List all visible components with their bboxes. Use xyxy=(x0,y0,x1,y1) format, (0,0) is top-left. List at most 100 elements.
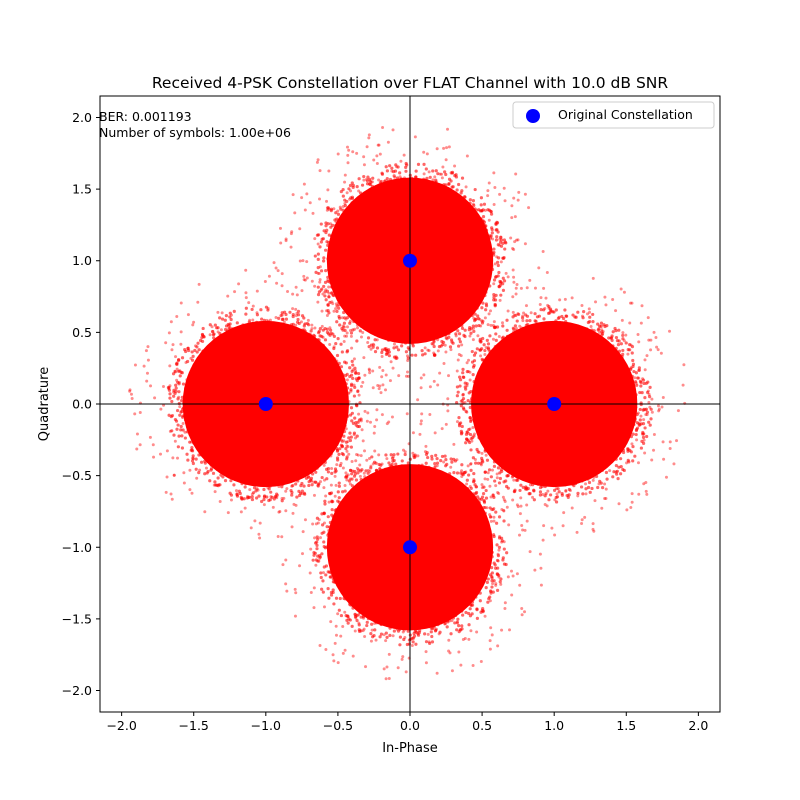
scatter-point xyxy=(190,350,194,354)
scatter-point xyxy=(165,449,169,453)
scatter-point xyxy=(212,332,216,336)
scatter-point xyxy=(348,431,352,435)
scatter-point xyxy=(634,432,638,437)
scatter-point xyxy=(492,515,496,519)
scatter-point xyxy=(587,307,591,311)
scatter-point xyxy=(495,235,499,239)
scatter-point xyxy=(402,153,406,157)
scatter-point xyxy=(274,494,278,498)
scatter-point xyxy=(558,298,562,302)
scatter-point xyxy=(471,324,475,328)
scatter-point xyxy=(494,238,499,242)
scatter-point xyxy=(322,530,326,534)
scatter-point xyxy=(329,590,333,595)
scatter-point xyxy=(341,624,345,628)
scatter-point xyxy=(447,177,452,181)
scatter-point xyxy=(223,478,228,483)
scatter-point xyxy=(384,388,388,392)
scatter-point xyxy=(604,487,608,491)
scatter-point xyxy=(284,489,288,493)
scatter-point xyxy=(176,445,180,449)
scatter-point xyxy=(319,240,323,244)
scatter-point xyxy=(186,346,190,351)
scatter-point xyxy=(426,348,430,352)
scatter-point xyxy=(476,314,480,318)
scatter-point xyxy=(315,543,319,547)
scatter-point xyxy=(350,459,354,463)
scatter-point xyxy=(355,151,359,155)
x-axis-ticks: −2.0 −1.5 −1.0 −0.5 0.0 0.5 1.0 1.5 2.0 xyxy=(106,712,708,733)
scatter-point xyxy=(512,327,516,331)
scatter-point xyxy=(482,343,486,347)
scatter-point xyxy=(637,366,641,370)
scatter-point xyxy=(469,389,473,394)
scatter-point xyxy=(257,494,261,498)
scatter-point xyxy=(479,354,483,358)
scatter-point xyxy=(455,385,460,389)
scatter-point xyxy=(348,438,353,443)
scatter-point xyxy=(508,628,512,632)
scatter-point xyxy=(328,328,333,332)
scatter-point xyxy=(398,643,402,647)
scatter-point xyxy=(643,358,647,362)
scatter-point xyxy=(380,350,384,355)
scatter-point xyxy=(385,422,389,426)
scatter-point xyxy=(460,624,464,628)
scatter-point xyxy=(365,620,369,624)
scatter-point xyxy=(499,582,503,586)
scatter-point xyxy=(451,185,455,189)
scatter-point xyxy=(224,313,228,318)
scatter-point xyxy=(467,473,471,477)
scatter-point xyxy=(486,347,491,351)
scatter-point xyxy=(484,302,488,306)
scatter-point xyxy=(659,351,663,355)
scatter-point xyxy=(583,515,587,519)
scatter-point xyxy=(554,500,559,504)
scatter-point xyxy=(494,293,498,298)
scatter-point xyxy=(449,348,453,352)
scatter-point xyxy=(436,383,440,387)
scatter-point xyxy=(336,612,340,616)
scatter-point xyxy=(539,296,543,300)
scatter-point xyxy=(650,397,654,401)
scatter-point xyxy=(390,415,394,419)
scatter-point xyxy=(502,186,506,190)
scatter-point xyxy=(133,363,137,367)
scatter-point xyxy=(267,487,271,491)
scatter-point xyxy=(597,327,601,331)
scatter-point xyxy=(180,356,185,360)
scatter-point xyxy=(327,295,331,299)
x-tick-label: −2.0 xyxy=(106,718,136,733)
scatter-point xyxy=(506,486,510,490)
scatter-point xyxy=(300,289,304,293)
scatter-point xyxy=(316,300,320,304)
scatter-point xyxy=(188,440,192,444)
scatter-point xyxy=(188,488,192,492)
scatter-point xyxy=(453,164,457,168)
scatter-point xyxy=(366,341,370,345)
scatter-point xyxy=(324,230,328,235)
scatter-point xyxy=(195,476,199,480)
scatter-point xyxy=(591,522,595,526)
scatter-point xyxy=(511,498,515,502)
scatter-point xyxy=(281,317,285,321)
scatter-point xyxy=(369,631,373,636)
scatter-point xyxy=(293,587,297,591)
scatter-point xyxy=(555,492,559,496)
scatter-point xyxy=(213,323,217,327)
scatter-point xyxy=(497,573,501,577)
scatter-point xyxy=(321,259,326,263)
scatter-point xyxy=(238,491,242,496)
scatter-point xyxy=(505,551,509,555)
scatter-point xyxy=(343,489,347,493)
scatter-point xyxy=(614,309,618,313)
scatter-point xyxy=(244,291,248,295)
scatter-point xyxy=(244,312,248,316)
scatter-point xyxy=(357,628,361,632)
scatter-point xyxy=(483,353,487,357)
scatter-point xyxy=(491,507,495,512)
scatter-point xyxy=(538,490,543,494)
scatter-point xyxy=(455,188,459,192)
scatter-point xyxy=(593,499,597,503)
scatter-point xyxy=(628,321,632,325)
